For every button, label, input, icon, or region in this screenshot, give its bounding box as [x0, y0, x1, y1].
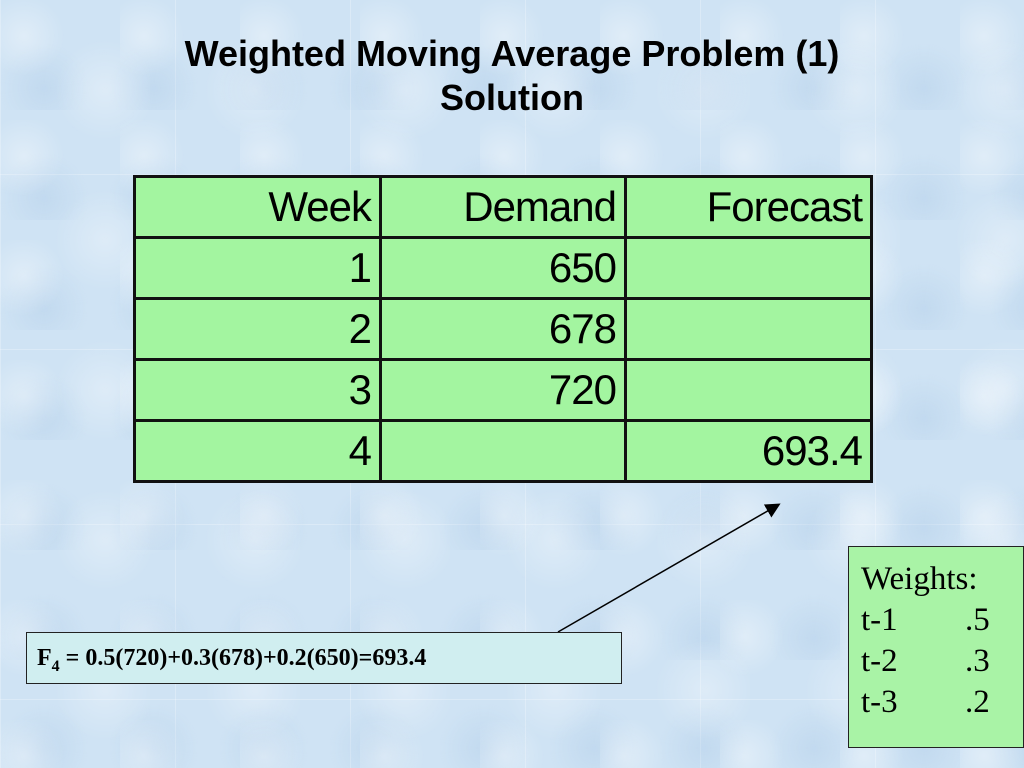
weights-heading: Weights: [861, 561, 978, 597]
weight-value: .2 [965, 684, 990, 720]
weight-value: .5 [965, 602, 990, 638]
cell-demand [379, 419, 627, 483]
callout-arrow-line [557, 503, 781, 633]
cell-demand: 720 [379, 358, 627, 422]
cell-forecast-result: 693.4 [624, 419, 873, 483]
table-row: 1 650 [133, 236, 873, 300]
cell-week: 4 [133, 419, 382, 483]
demand-forecast-table: Week Demand Forecast 1 650 2 678 3 720 4… [133, 175, 873, 483]
cell-forecast [624, 297, 873, 361]
weight-row: t-3 .2 [861, 682, 1023, 723]
slide-title: Weighted Moving Average Problem (1) Solu… [0, 32, 1024, 120]
weight-lag: t-1 [861, 602, 898, 638]
formula-rhs: = 0.5(720)+0.3(678)+0.2(650)=693.4 [59, 645, 427, 671]
weight-row: t-2 .3 [861, 641, 1023, 682]
weights-box: Weights: t-1 .5 t-2 .3 t-3 .2 [848, 546, 1024, 748]
cell-week: 1 [133, 236, 382, 300]
cell-week: 2 [133, 297, 382, 361]
table-header-row: Week Demand Forecast [133, 175, 873, 239]
table-row: 3 720 [133, 358, 873, 422]
weight-lag: t-2 [861, 643, 898, 679]
table-row: 4 693.4 [133, 419, 873, 483]
formula-subscript: 4 [51, 657, 60, 675]
cell-week: 3 [133, 358, 382, 422]
header-demand: Demand [379, 175, 627, 239]
table-row: 2 678 [133, 297, 873, 361]
header-week: Week [133, 175, 382, 239]
formula-lhs: F [37, 645, 52, 671]
weight-lag: t-3 [861, 684, 898, 720]
cell-forecast [624, 236, 873, 300]
weight-row: t-1 .5 [861, 600, 1023, 641]
header-forecast: Forecast [624, 175, 873, 239]
slide-title-line-1: Weighted Moving Average Problem (1) [184, 33, 840, 74]
cell-forecast [624, 358, 873, 422]
weight-value: .3 [965, 643, 990, 679]
formula-box: F4 = 0.5(720)+0.3(678)+0.2(650)=693.4 [26, 632, 622, 684]
slide-title-line-2: Solution [440, 77, 584, 118]
cell-demand: 678 [379, 297, 627, 361]
cell-demand: 650 [379, 236, 627, 300]
